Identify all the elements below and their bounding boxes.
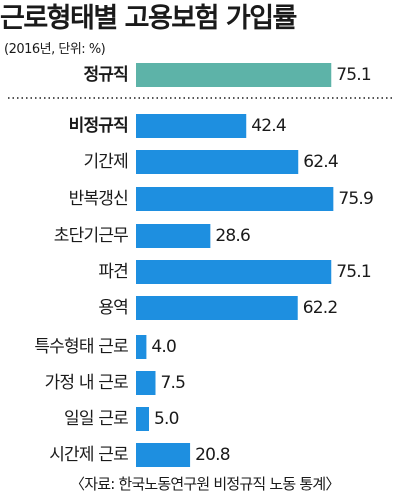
bar [136,224,211,248]
value-label: 20.8 [195,445,230,465]
category-label: 비정규직 [69,116,128,136]
category-label: 가정 내 근로 [45,373,129,393]
category-label: 반복갱신 [69,189,128,209]
category-label: 특수형태 근로 [34,337,128,357]
value-label: 75.9 [338,189,373,209]
value-label: 62.2 [303,298,338,318]
bar [136,335,147,359]
value-label: 4.0 [151,337,176,357]
bar [136,150,299,174]
category-label: 정규직 [83,65,128,85]
category-label: 시간제 근로 [49,445,128,465]
chart-title: 근로형태별 고용보험 가입률 [0,3,297,34]
value-label: 42.4 [251,116,286,136]
bar [136,63,332,87]
bar [136,443,191,467]
bar [136,371,156,395]
category-label: 일일 근로 [64,409,128,429]
category-label: 용역 [98,298,128,318]
value-label: 75.1 [336,65,371,85]
value-label: 62.4 [303,152,338,172]
source-note: 〈자료: 한국노동연구원 비정규직 노동 통계〉 [70,475,340,493]
value-label: 7.5 [161,373,186,393]
category-label: 파견 [98,262,128,282]
value-label: 5.0 [154,409,179,429]
value-label: 28.6 [215,226,250,246]
bar [136,296,298,320]
bar [136,260,332,284]
value-label: 75.1 [336,262,371,282]
bar [136,114,247,138]
category-label: 기간제 [83,152,128,172]
bar [136,187,334,211]
chart-subtitle: (2016년, 단위: %) [4,42,106,57]
bar [136,407,149,431]
category-label: 초단기근무 [54,226,128,246]
